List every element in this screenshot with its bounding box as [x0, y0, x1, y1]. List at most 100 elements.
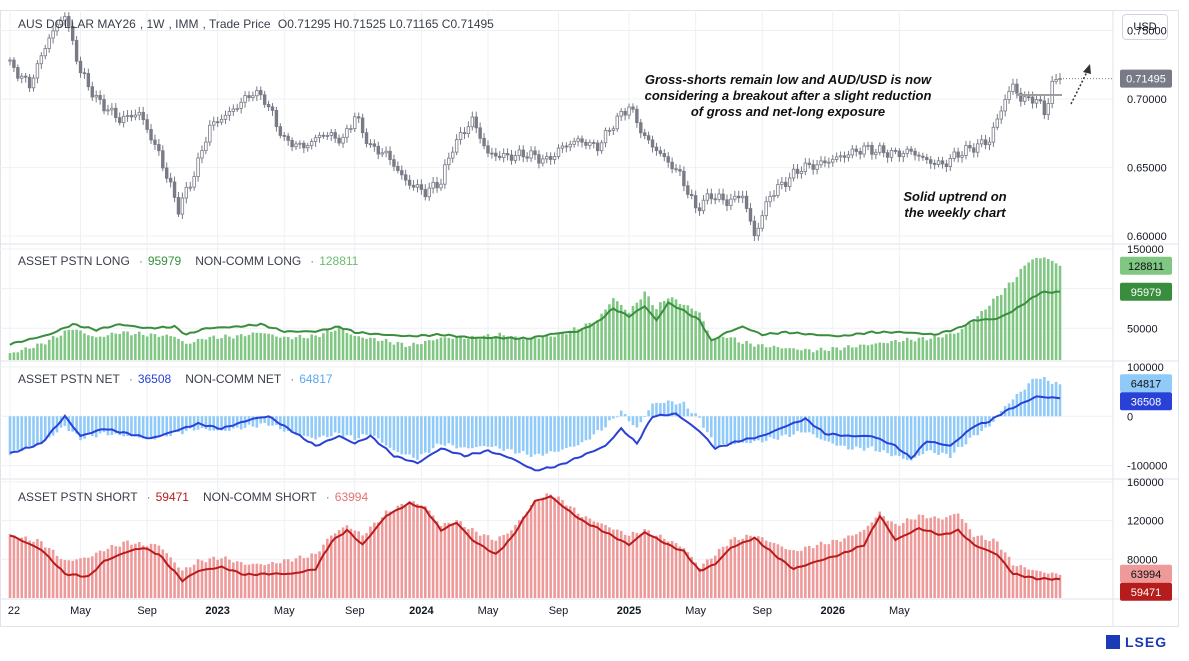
bar: [318, 416, 321, 438]
y-tick-label: 50000: [1127, 323, 1158, 335]
bar: [63, 330, 67, 360]
bar: [909, 416, 913, 461]
price-candle: [490, 152, 494, 155]
bar: [784, 549, 788, 598]
y-tick-label: 80000: [1127, 554, 1158, 566]
bar: [290, 561, 294, 598]
bar: [106, 548, 110, 598]
bar: [208, 336, 212, 360]
bar: [431, 515, 435, 598]
price-candle: [129, 115, 134, 118]
bar: [568, 506, 572, 598]
bar: [662, 538, 666, 598]
bar: [181, 570, 184, 598]
bar: [216, 559, 219, 598]
bar: [592, 521, 596, 598]
bar: [909, 339, 913, 360]
bar: [122, 331, 125, 360]
bar: [576, 329, 580, 360]
bar: [627, 535, 631, 598]
bar: [416, 416, 419, 460]
bar: [75, 559, 78, 598]
price-candle: [55, 23, 59, 32]
bar: [604, 416, 607, 428]
x-tick-label: Sep: [345, 605, 365, 617]
bar: [130, 335, 133, 360]
bar: [659, 302, 662, 360]
price-candle: [462, 132, 467, 135]
bar: [251, 563, 255, 598]
annotation-line: considering a breakout after a slight re…: [644, 88, 932, 103]
bar: [447, 416, 451, 444]
bar: [271, 334, 274, 360]
bar: [12, 416, 16, 451]
x-tick-label: May: [478, 605, 499, 617]
currency-button[interactable]: USD: [1122, 14, 1168, 40]
bar: [615, 416, 619, 418]
bar: [905, 518, 909, 598]
series-name-label: NON-COMM NET: [185, 372, 282, 386]
bar: [384, 510, 388, 598]
bar: [929, 338, 933, 360]
bar: [533, 338, 537, 360]
bar: [420, 416, 423, 455]
price-candle: [451, 151, 455, 159]
x-tick-label: 2026: [821, 605, 845, 617]
price-candle: [787, 177, 792, 187]
bar: [776, 416, 780, 440]
bar: [149, 333, 153, 360]
bar: [1058, 574, 1062, 598]
bar: [353, 530, 357, 598]
price-candle: [650, 139, 655, 148]
price-candle: [454, 139, 459, 153]
bar: [290, 416, 294, 433]
price-candle: [262, 94, 267, 105]
bar: [964, 522, 968, 598]
bar: [51, 416, 55, 436]
bar: [208, 416, 212, 431]
bar: [592, 416, 596, 435]
bar: [553, 336, 556, 360]
bar: [188, 343, 192, 360]
bar: [898, 416, 901, 456]
price-candle: [470, 116, 475, 128]
bar: [933, 516, 936, 598]
bar: [200, 338, 204, 360]
bar: [655, 402, 658, 417]
bar: [134, 334, 137, 360]
bar: [471, 335, 474, 360]
price-candle: [286, 135, 290, 141]
bar: [275, 563, 278, 598]
bar: [643, 416, 647, 418]
value-pill-label: 36508: [1131, 396, 1162, 408]
bar: [1019, 565, 1023, 598]
bar: [913, 519, 917, 598]
bar: [796, 551, 799, 598]
price-candle: [157, 144, 161, 152]
bar: [753, 536, 756, 598]
price-candle: [121, 115, 126, 124]
bar: [279, 337, 282, 360]
price-candle: [740, 195, 745, 199]
bar: [835, 416, 838, 446]
bar: [94, 552, 98, 598]
bar: [819, 416, 823, 440]
annotation-uptrend: Solid uptrend on the weekly chart: [890, 189, 1020, 221]
price-candle: [811, 164, 815, 170]
bar: [239, 562, 243, 598]
price-candle: [376, 145, 380, 155]
bar: [576, 416, 580, 446]
bar: [310, 416, 313, 438]
bar: [181, 416, 184, 435]
bar: [666, 541, 670, 598]
bar: [388, 511, 392, 598]
bar: [463, 416, 466, 448]
bar: [341, 527, 345, 598]
price-candle: [423, 189, 427, 198]
bar: [118, 333, 122, 360]
bar: [110, 544, 114, 598]
bar: [772, 345, 776, 360]
bar: [404, 346, 408, 360]
bar: [67, 329, 71, 360]
